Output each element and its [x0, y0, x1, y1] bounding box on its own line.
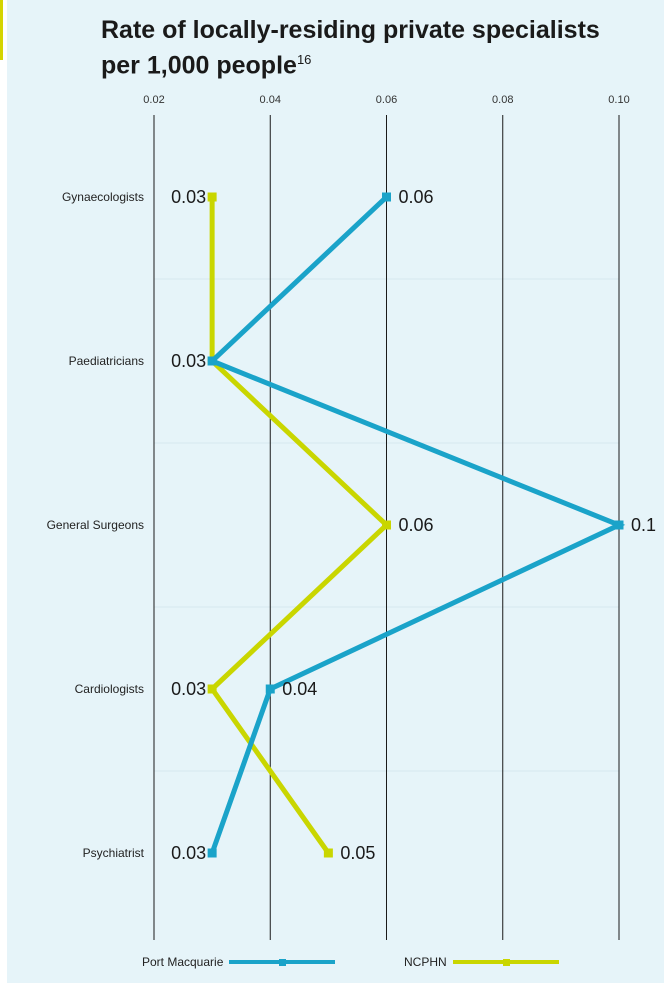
data-label: 0.03 — [171, 843, 206, 863]
data-label: 0.03 — [171, 187, 206, 207]
category-label: General Surgeons — [47, 518, 144, 532]
title-footnote: 16 — [296, 52, 312, 67]
data-label: 0.06 — [399, 515, 434, 535]
data-label: 0.05 — [340, 843, 375, 863]
data-label: 0.06 — [399, 187, 434, 207]
category-label: Gynaecologists — [62, 190, 144, 204]
series-marker — [614, 520, 624, 530]
legend-swatch-port-macquarie — [229, 959, 336, 966]
category-label: Cardiologists — [75, 682, 144, 696]
series-marker — [207, 684, 217, 694]
legend-item-port-macquarie: Port Macquarie — [142, 952, 337, 972]
data-label: 0.03 — [171, 679, 206, 699]
series-marker — [382, 192, 391, 202]
series-marker — [207, 192, 217, 202]
legend-label-port-macquarie: Port Macquarie — [142, 955, 224, 969]
x-tick-label: 0.04 — [260, 94, 281, 106]
legend-item-ncphn: NCPHN — [404, 952, 561, 972]
data-label: 0.04 — [282, 679, 317, 699]
chart-title-line1: Rate of locally-residing private special… — [101, 16, 600, 44]
x-tick-label: 0.06 — [376, 94, 397, 106]
x-tick-label: 0.08 — [492, 94, 513, 106]
series-marker — [265, 684, 275, 694]
chart-panel — [7, 0, 664, 983]
left-accent-bar — [0, 0, 3, 60]
series-marker — [382, 520, 391, 530]
chart-legend: Port Macquarie NCPHN — [0, 952, 664, 982]
data-label: 0.03 — [171, 351, 206, 371]
series-marker — [207, 848, 217, 858]
series-marker — [323, 848, 333, 858]
category-label: Paediatricians — [69, 354, 144, 368]
data-label: 0.1 — [631, 515, 656, 535]
x-tick-label: 0.02 — [143, 94, 164, 106]
series-marker — [207, 356, 217, 366]
series-line — [208, 197, 391, 855]
legend-swatch-ncphn — [452, 959, 559, 966]
left-strip — [0, 0, 7, 983]
legend-label-ncphn: NCPHN — [404, 955, 447, 969]
chart-title: Rate of locally-residing private special… — [101, 16, 661, 80]
x-tick-label: 0.10 — [608, 94, 629, 106]
chart-title-line2: per 1,000 people — [101, 51, 297, 80]
category-label: Psychiatrist — [83, 846, 145, 860]
